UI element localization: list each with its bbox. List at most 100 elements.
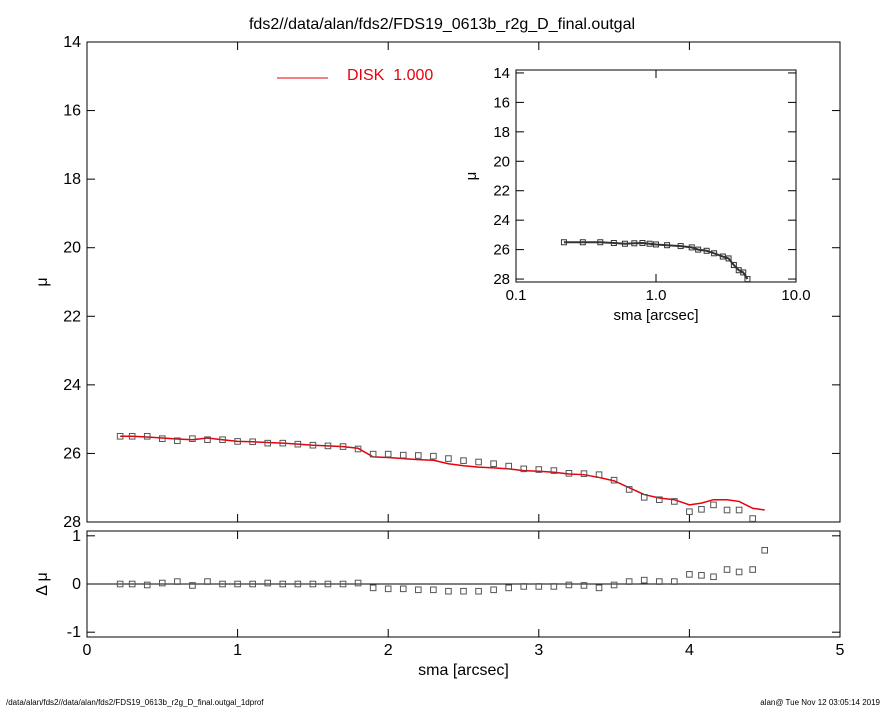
data-point: [735, 568, 743, 576]
data-point: [143, 432, 151, 440]
x-tick-label: 5: [836, 642, 845, 659]
data-point: [116, 432, 124, 440]
data-point: [735, 506, 743, 514]
y-tick-label: 28: [493, 271, 510, 288]
data-point: [128, 580, 136, 588]
x-axis-label: sma [arcsec]: [613, 307, 698, 324]
data-point: [354, 445, 362, 453]
data-point: [174, 437, 181, 445]
x-tick-label: 2: [384, 642, 393, 659]
x-axis-label: sma [arcsec]: [418, 662, 509, 679]
y-tick-label: 20: [493, 153, 510, 170]
x-tick-label: 1: [233, 642, 242, 659]
data-point: [640, 576, 648, 584]
data-point: [219, 436, 226, 444]
data-point: [597, 239, 604, 246]
y-tick-label: -1: [67, 624, 81, 641]
data-point: [116, 580, 124, 588]
data-point: [610, 476, 618, 484]
data-point: [128, 432, 136, 440]
data-point: [490, 586, 497, 594]
data-point: [550, 583, 558, 590]
data-point: [430, 586, 437, 594]
y-tick-label: 24: [493, 212, 510, 229]
data-point: [294, 440, 302, 448]
data-point: [580, 582, 588, 589]
data-point: [143, 581, 151, 589]
y-tick-label: 14: [493, 65, 510, 82]
data-point: [719, 253, 726, 260]
data-point: [610, 581, 618, 589]
data-point: [664, 242, 671, 249]
data-point: [639, 239, 646, 246]
plot-frame: [86, 41, 841, 523]
data-point: [445, 455, 452, 462]
y-tick-label: 22: [63, 308, 81, 325]
data-point: [309, 580, 317, 588]
data-point: [415, 586, 422, 594]
data-point: [671, 578, 678, 585]
y-tick-label: 14: [63, 34, 81, 51]
data-point: [723, 506, 731, 514]
data-point: [625, 578, 633, 585]
data-point: [640, 494, 648, 501]
legend-label: DISK 1.000: [347, 67, 433, 84]
data-point: [505, 584, 512, 592]
plot-area: [560, 239, 751, 282]
data-point: [520, 465, 528, 473]
data-point: [535, 583, 543, 590]
plot-frame: [515, 69, 797, 283]
data-point: [686, 508, 693, 516]
data-point: [686, 571, 693, 578]
data-point: [475, 458, 482, 466]
plot-area: [116, 546, 769, 595]
y-tick-label: 16: [63, 103, 81, 120]
data-point: [703, 247, 710, 254]
data-line: [120, 435, 765, 511]
data-point: [354, 579, 362, 587]
footer-right: alan@ Tue Nov 12 03:05:14 2019: [760, 698, 880, 707]
data-point: [560, 239, 567, 246]
data-point: [631, 240, 638, 247]
data-point: [369, 584, 377, 592]
chart-title: fds2//data/alan/fds2/FDS19_0613b_r2g_D_f…: [249, 16, 635, 33]
data-point: [740, 269, 747, 276]
data-point: [279, 580, 287, 588]
data-point: [339, 443, 347, 450]
y-tick-label: 26: [63, 445, 81, 462]
x-tick-label: 10.0: [781, 287, 810, 304]
data-point: [505, 462, 512, 470]
data-point: [189, 582, 196, 589]
y-tick-label: 18: [493, 124, 510, 141]
data-point: [189, 435, 196, 442]
data-point: [279, 439, 287, 447]
data-point: [460, 457, 467, 464]
data-point: [730, 262, 737, 269]
data-point: [698, 506, 705, 513]
data-point: [621, 240, 628, 247]
data-point: [399, 585, 407, 593]
y-tick-label: 16: [493, 94, 510, 111]
data-point: [655, 496, 663, 504]
data-point: [430, 452, 437, 460]
data-point: [415, 452, 422, 459]
data-point: [384, 450, 392, 458]
data-point: [369, 450, 377, 458]
data-point: [710, 573, 717, 581]
data-point: [610, 239, 617, 246]
data-point: [762, 531, 768, 537]
data-point: [749, 566, 756, 573]
data-point: [565, 581, 573, 589]
data-point: [723, 566, 731, 573]
footer-left: /data/alan/fds2//data/alan/fds2/FDS19_06…: [6, 698, 264, 707]
data-point: [309, 441, 317, 449]
y-tick-label: 24: [63, 377, 81, 394]
data-point: [384, 585, 392, 593]
data-point: [646, 240, 653, 247]
data-point: [711, 250, 718, 257]
data-point: [550, 467, 558, 474]
data-point: [159, 579, 166, 587]
x-tick-label: 0.1: [506, 287, 527, 304]
data-point: [595, 471, 603, 478]
data-point: [204, 436, 211, 444]
